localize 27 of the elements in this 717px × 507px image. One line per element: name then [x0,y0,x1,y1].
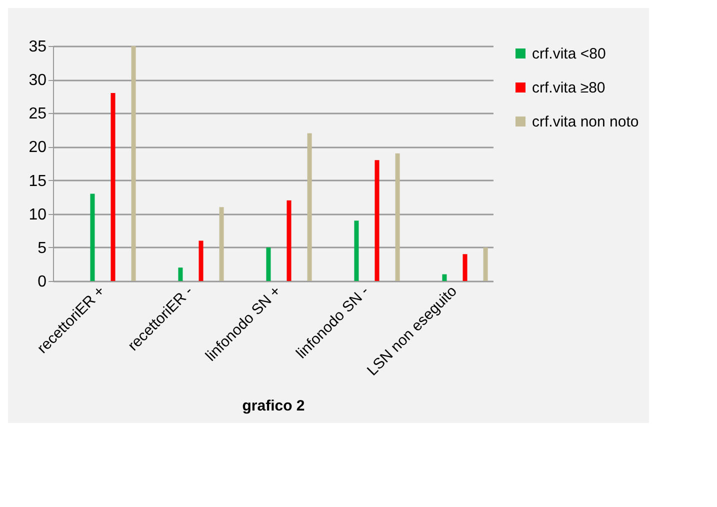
y-tick-label: 0 [38,274,47,290]
legend-label: crf.vita non noto [532,114,639,130]
bar [219,207,224,281]
bar [442,274,447,281]
bar [198,240,204,281]
bar [266,247,271,281]
bar [395,153,400,281]
x-axis-title: grafico 2 [242,397,305,414]
legend-label: crf.vita ≥80 [532,80,606,96]
y-tick-label: 15 [28,172,47,190]
bar [354,220,359,281]
bar [374,160,380,281]
legend-label: crf.vita <80 [532,46,606,62]
bar [131,46,136,281]
y-tick-label: 20 [28,139,47,156]
bar [462,254,468,281]
bar [90,194,95,281]
bar [110,93,116,281]
y-tick-label: 35 [28,38,47,56]
y-tick-label: 30 [28,72,47,90]
y-tick-label: 10 [28,206,47,224]
y-tick-label: 25 [28,106,47,123]
bar [286,200,292,281]
y-tick-label: 5 [38,240,47,257]
bar [178,268,183,281]
bar [307,133,312,281]
bar [483,247,488,281]
